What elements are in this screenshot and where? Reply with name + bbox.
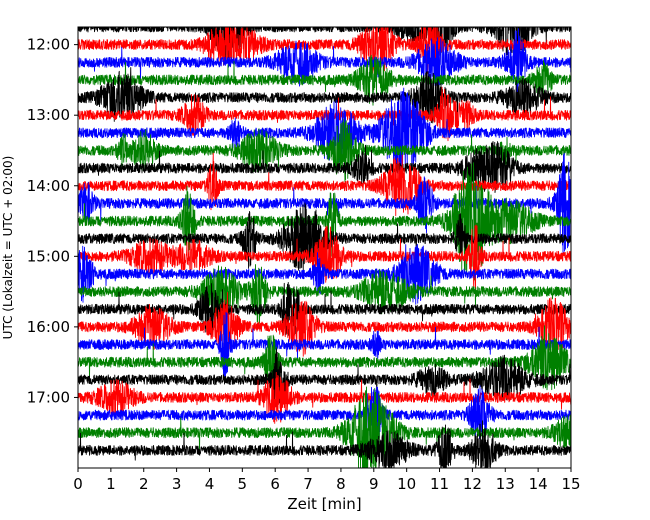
seismic-trace [78,243,571,305]
x-tick-label: 14 [529,475,548,493]
y-tick-label: 14:00 [27,177,70,195]
seismic-trace [78,371,571,424]
seismic-trace [78,28,571,99]
x-axis-label: Zeit [min] [287,495,361,513]
seismic-trace [78,162,571,281]
seismic-trace [78,311,571,379]
y-axis-label: UTC (Lokalzeit = UTC + 02:00) [1,156,15,340]
seismic-trace [78,325,571,391]
seismic-trace [78,292,571,357]
x-tick-label: 4 [205,475,215,493]
seismic-trace [78,67,571,124]
seismic-trace [78,348,571,408]
x-tick-label: 3 [172,475,182,493]
x-tick-label: 11 [430,475,449,493]
x-tick-label: 0 [73,475,83,493]
seismic-traces [78,27,571,468]
plot-frame [77,26,572,469]
x-tick-label: 6 [270,475,280,493]
x-tick-label: 8 [336,475,346,493]
seismic-trace [78,140,571,193]
x-tick-label: 12 [463,475,482,493]
seismic-trace [78,27,571,62]
seismic-trace [78,86,571,142]
seismic-trace [78,54,571,106]
x-tick-label: 13 [496,475,515,493]
y-tick-label: 16:00 [27,318,70,336]
x-axis-ticks: 0 1 2 3 4 5 6 7 8 9 10 11 12 13 14 15 [73,468,581,493]
y-tick-label: 17:00 [27,388,70,406]
x-tick-label: 15 [561,475,580,493]
seismic-trace [78,264,571,324]
seismic-trace [78,152,571,217]
y-axis-ticks: 12:00 13:00 14:00 15:00 16:00 17:00 [27,36,78,406]
seismic-trace [78,420,571,468]
x-tick-label: 9 [369,475,379,493]
y-tick-label: 12:00 [27,36,70,54]
seismic-trace [78,87,571,176]
x-tick-label: 1 [106,475,116,493]
x-tick-label: 2 [139,475,149,493]
y-tick-label: 13:00 [27,106,70,124]
x-tick-label: 5 [238,475,248,493]
seismic-trace [78,202,571,271]
seismic-trace [78,27,571,74]
seismic-trace [78,386,571,468]
seismic-trace [78,385,571,450]
x-tick-label: 10 [397,475,416,493]
seismic-trace [78,224,571,292]
x-tick-label: 7 [303,475,313,493]
y-tick-label: 15:00 [27,247,70,265]
